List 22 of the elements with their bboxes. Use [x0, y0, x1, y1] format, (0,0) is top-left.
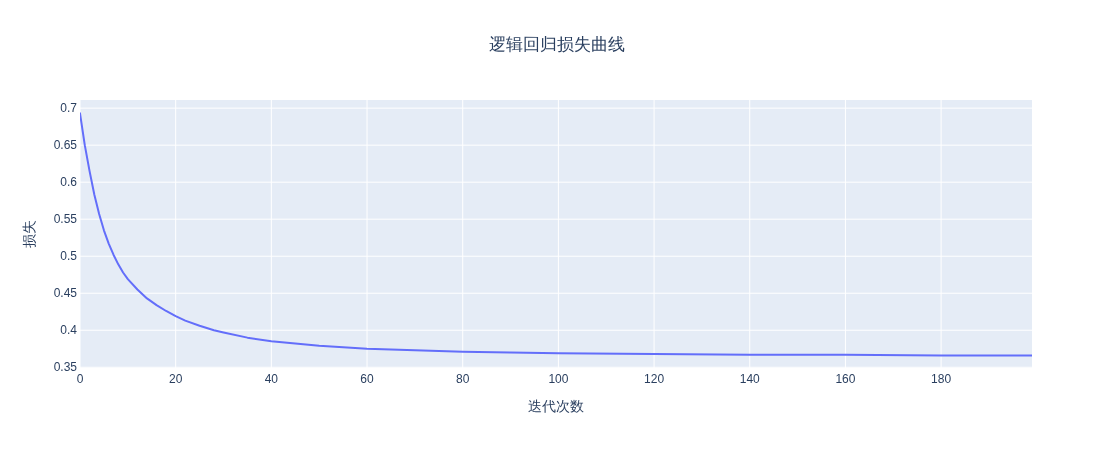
x-tick-label: 0 [76, 372, 84, 386]
x-tick-label: 120 [644, 372, 665, 386]
y-tick-label: 0.4 [60, 323, 78, 338]
x-tick-label: 80 [456, 372, 470, 386]
y-tick-label: 0.6 [60, 175, 78, 190]
y-tick-label: 0.45 [53, 286, 78, 301]
y-axis-title: 损失 [21, 220, 37, 248]
x-axis-title: 迭代次数 [528, 398, 584, 414]
x-tick-label: 180 [931, 372, 952, 386]
y-tick-label: 0.65 [53, 138, 78, 153]
y-tick-label: 0.35 [53, 360, 78, 375]
chart-title: 逻辑回归损失曲线 [488, 35, 625, 54]
y-tick-label: 0.55 [53, 212, 78, 227]
x-tick-label: 100 [548, 372, 569, 386]
x-tick-label: 160 [835, 372, 856, 386]
x-tick-label: 40 [264, 372, 279, 386]
y-tick-label: 0.5 [60, 249, 78, 264]
x-tick-label: 140 [739, 372, 761, 386]
y-tick-label: 0.7 [60, 101, 78, 116]
line-series [80, 112, 1032, 357]
x-tick-label: 60 [360, 372, 375, 386]
x-tick-label: 20 [169, 372, 183, 386]
